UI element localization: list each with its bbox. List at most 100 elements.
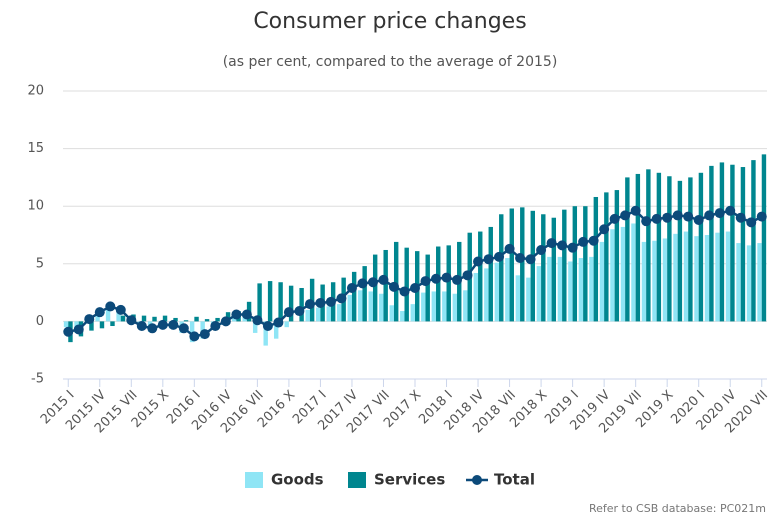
bar xyxy=(288,285,294,322)
marker xyxy=(746,217,757,228)
bar xyxy=(99,321,105,329)
marker xyxy=(178,323,189,334)
bar xyxy=(551,217,557,322)
marker xyxy=(115,304,126,315)
marker xyxy=(294,306,305,317)
bar xyxy=(421,292,426,322)
marker xyxy=(105,301,116,312)
bar xyxy=(610,229,615,322)
marker xyxy=(704,210,715,221)
marker xyxy=(441,272,452,283)
marker xyxy=(473,256,484,267)
bar xyxy=(620,226,626,322)
bar xyxy=(515,275,521,322)
bar xyxy=(337,304,342,322)
bar xyxy=(379,293,384,322)
marker xyxy=(567,242,578,253)
bar xyxy=(667,176,672,322)
bar xyxy=(95,314,100,322)
bar xyxy=(351,271,357,322)
bar xyxy=(725,231,731,322)
marker xyxy=(557,240,568,251)
bar xyxy=(530,210,535,322)
bar xyxy=(389,305,394,322)
marker xyxy=(252,315,263,326)
marker xyxy=(420,276,431,287)
bar xyxy=(410,304,415,322)
marker xyxy=(325,296,336,307)
legend-label: Services xyxy=(374,471,445,489)
bar xyxy=(204,319,210,322)
marker xyxy=(231,309,242,320)
bar xyxy=(484,268,489,322)
marker xyxy=(357,278,368,289)
marker xyxy=(452,274,463,285)
marker xyxy=(641,216,652,227)
bar xyxy=(173,317,178,322)
bar xyxy=(116,307,121,322)
bar xyxy=(740,167,746,322)
bar xyxy=(662,238,668,322)
bar xyxy=(299,287,304,322)
bar xyxy=(263,321,268,346)
bar xyxy=(404,247,409,322)
bar xyxy=(372,254,378,322)
bar xyxy=(162,315,168,322)
bar xyxy=(393,241,399,322)
marker xyxy=(714,208,725,219)
bar xyxy=(526,277,531,322)
bar xyxy=(383,249,388,322)
bar xyxy=(520,207,525,322)
marker xyxy=(94,307,105,318)
marker xyxy=(651,213,662,224)
bar xyxy=(499,214,504,322)
marker xyxy=(388,281,399,292)
marker xyxy=(220,316,231,327)
bar xyxy=(194,316,199,322)
bar xyxy=(761,154,767,322)
marker xyxy=(346,282,357,293)
bar xyxy=(589,256,594,322)
bar xyxy=(751,160,756,322)
legend-swatch xyxy=(472,475,482,485)
y-tick-label: 15 xyxy=(27,141,44,156)
marker xyxy=(504,243,515,254)
marker xyxy=(431,273,442,284)
bar xyxy=(431,291,437,322)
marker xyxy=(126,315,137,326)
marker xyxy=(536,244,547,255)
marker xyxy=(494,251,505,262)
marker xyxy=(609,213,620,224)
bar xyxy=(656,172,662,322)
bar xyxy=(473,273,479,322)
marker xyxy=(136,321,147,332)
bar xyxy=(646,169,651,322)
bar xyxy=(641,241,647,322)
marker xyxy=(273,317,284,328)
marker xyxy=(315,297,326,308)
marker xyxy=(756,211,767,222)
bar xyxy=(704,235,710,322)
bar xyxy=(425,254,430,322)
bar xyxy=(452,293,458,322)
legend-swatch xyxy=(348,472,366,488)
marker xyxy=(199,329,210,340)
marker xyxy=(683,211,694,222)
bar xyxy=(715,232,720,322)
bar xyxy=(631,223,636,322)
bar xyxy=(141,315,147,322)
bar xyxy=(736,243,741,322)
bar xyxy=(719,162,725,322)
bar xyxy=(267,281,273,322)
marker xyxy=(525,254,536,265)
bar xyxy=(316,307,321,322)
marker xyxy=(515,253,526,264)
legend-label: Total xyxy=(494,471,535,489)
y-tick-label: 20 xyxy=(27,84,44,99)
bar xyxy=(347,294,352,322)
legend-label: Goods xyxy=(271,471,324,489)
bar xyxy=(635,173,641,322)
marker xyxy=(588,235,599,246)
bar xyxy=(278,282,283,322)
